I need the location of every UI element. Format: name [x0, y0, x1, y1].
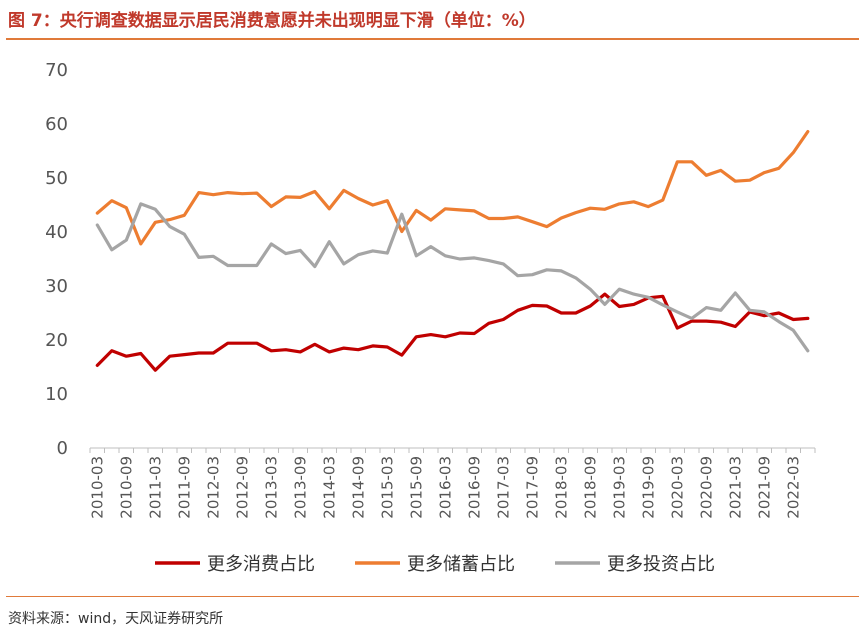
x-tick-label: 2021-09: [755, 456, 773, 519]
x-tick-label: 2018-09: [581, 456, 599, 519]
x-tick-label: 2016-03: [436, 456, 454, 519]
x-tick-label: 2011-03: [146, 456, 164, 519]
y-tick-label: 70: [45, 60, 68, 81]
y-tick-label: 40: [45, 222, 68, 243]
x-tick-label: 2018-03: [552, 456, 570, 519]
source-divider: [6, 596, 859, 597]
x-tick-label: 2015-09: [407, 456, 425, 519]
x-tick-label: 2015-03: [378, 456, 396, 519]
x-tick-label: 2017-03: [494, 456, 512, 519]
y-tick-label: 0: [57, 438, 68, 459]
x-tick-label: 2019-03: [610, 456, 628, 519]
y-tick-label: 20: [45, 330, 68, 351]
x-tick-label: 2013-03: [262, 456, 280, 519]
x-tick-label: 2020-09: [697, 456, 715, 519]
line-chart: 0 10 20 30 40 50 60 70 2010-03 2010-09 2011-03 2011…: [45, 60, 816, 575]
chart-legend: 更多消费占比 更多储蓄占比 更多投资占比: [155, 554, 715, 575]
title-divider: [6, 38, 859, 40]
y-tick-label: 60: [45, 114, 68, 135]
x-tick-label: 2017-09: [523, 456, 541, 519]
legend-label-1: 更多消费占比: [207, 554, 315, 575]
x-tick-label: 2010-03: [88, 456, 106, 519]
source-note: 资料来源：wind，天风证券研究所: [8, 611, 224, 627]
x-tick-label: 2016-09: [465, 456, 483, 519]
series-line-2: [95, 130, 810, 246]
legend-label-2: 更多储蓄占比: [407, 554, 515, 575]
series-line-1: [95, 292, 810, 372]
y-tick-label: 50: [45, 168, 68, 189]
y-tick-label: 30: [45, 276, 68, 297]
chart-axes: 0 10 20 30 40 50 60 70 2010-03 2010-09 2011-03 2011…: [45, 60, 816, 519]
x-tick-label: 2014-03: [320, 456, 338, 519]
x-tick-label: 2010-09: [117, 456, 135, 519]
x-tick-label: 2013-09: [291, 456, 309, 519]
x-tick-label: 2011-09: [175, 456, 193, 519]
x-tick-label: 2020-03: [668, 456, 686, 519]
chart-series: [95, 130, 810, 372]
x-tick-label: 2014-09: [349, 456, 367, 519]
legend-label-3: 更多投资占比: [607, 554, 715, 575]
chart-title: 图 7：央行调查数据显示居民消费意愿并未出现明显下滑（单位：%）: [8, 11, 536, 31]
x-tick-label: 2012-09: [233, 456, 251, 519]
x-tick-label: 2022-03: [784, 456, 802, 519]
x-tick-label: 2019-09: [639, 456, 657, 519]
series-line-3: [95, 202, 810, 353]
y-tick-label: 10: [45, 384, 68, 405]
x-tick-label: 2012-03: [204, 456, 222, 519]
x-tick-label: 2021-03: [726, 456, 744, 519]
